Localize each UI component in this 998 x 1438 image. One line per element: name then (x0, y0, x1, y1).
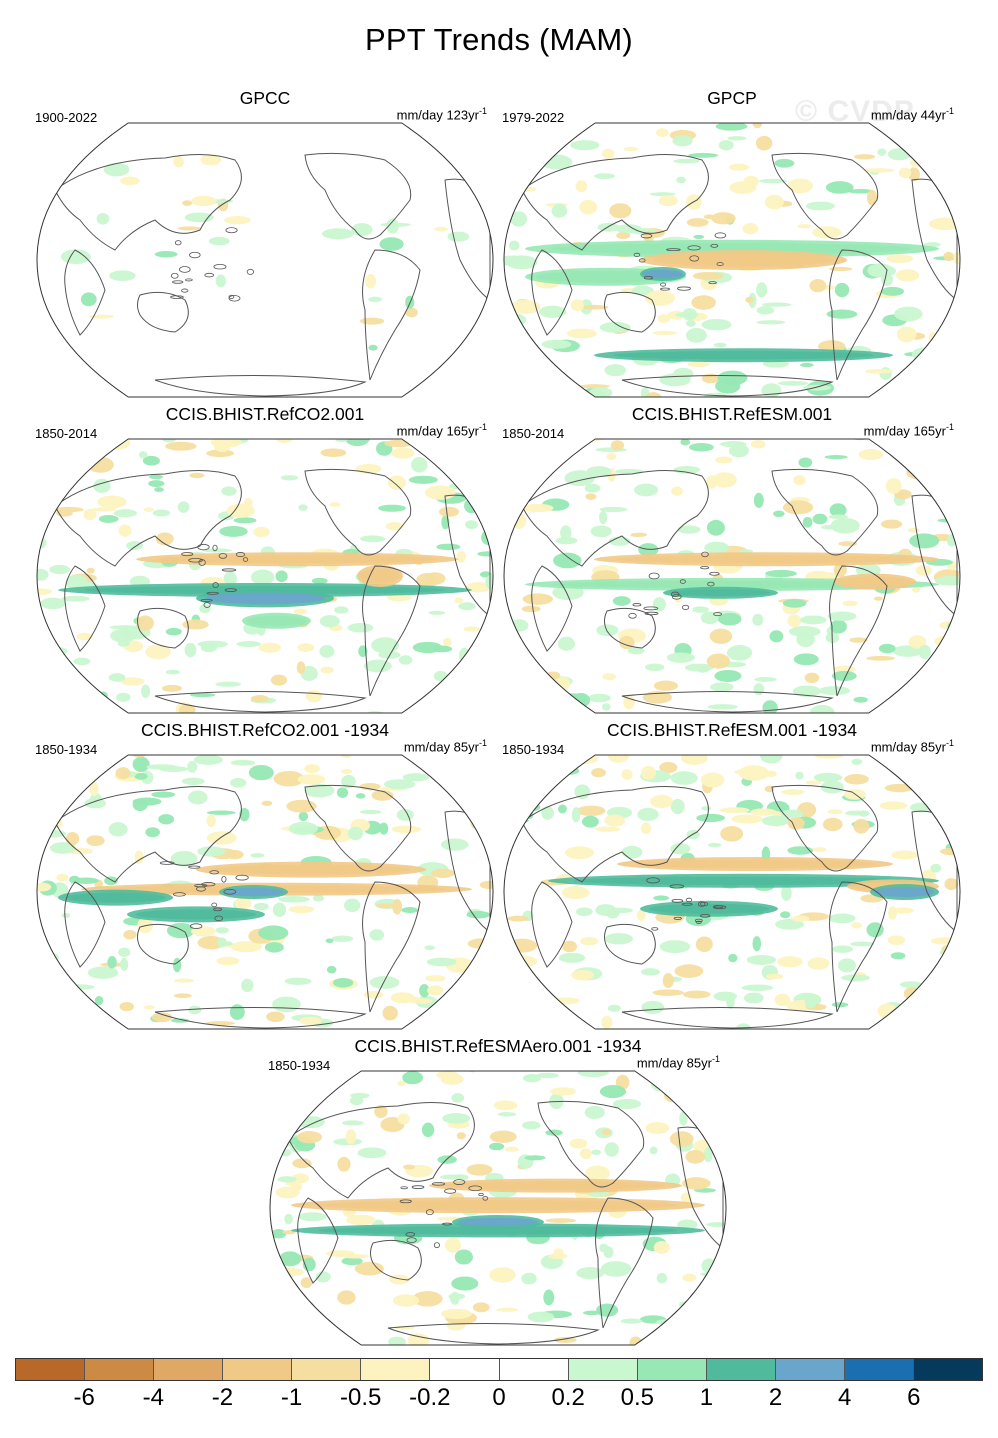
panel-title: CCIS.BHIST.RefESM.001 -1934 (607, 720, 857, 740)
panel-units: mm/day 85yr-1 (403, 738, 487, 755)
panel-period: 1850-2014 (35, 426, 98, 441)
map-panel-refco2-1934: CCIS.BHIST.RefCO2.001 -1934 1850-1934 mm… (35, 720, 495, 1030)
robinson-map (36, 754, 494, 1030)
colorbar-swatch (914, 1359, 983, 1380)
colorbar-swatch (361, 1359, 431, 1380)
colorbar-swatch (85, 1359, 155, 1380)
map-panel-refesm-1934: CCIS.BHIST.RefESM.001 -1934 1850-1934 mm… (502, 720, 962, 1030)
colorbar-tick-label: -6 (73, 1384, 95, 1411)
robinson-map (503, 754, 961, 1030)
colorbar-tick-label: -0.2 (409, 1384, 451, 1411)
colorbar-swatch (430, 1359, 500, 1380)
colorbar-tick-label: -0.5 (340, 1384, 382, 1411)
colorbar-swatch (499, 1359, 569, 1380)
panel-units: mm/day 85yr-1 (636, 1054, 720, 1071)
colorbar (15, 1358, 983, 1381)
robinson-map (503, 122, 961, 398)
colorbar-swatch (223, 1359, 293, 1380)
colorbar-tick-label: 0.5 (620, 1384, 654, 1411)
colorbar-tick-label: 6 (907, 1384, 921, 1411)
colorbar-tick-label: -4 (142, 1384, 164, 1411)
map-panel-refesmaero-1934: CCIS.BHIST.RefESMAero.001 -1934 1850-193… (268, 1036, 728, 1346)
figure-title: PPT Trends (MAM) (365, 22, 633, 57)
panel-title: GPCP (707, 88, 757, 108)
panel-period: 1850-1934 (268, 1058, 331, 1073)
colorbar-tick-label: -1 (280, 1384, 303, 1411)
map-panel-refesm: CCIS.BHIST.RefESM.001 1850-2014 mm/day 1… (502, 404, 962, 714)
colorbar-swatch (292, 1359, 362, 1380)
panel-units: mm/day 123yr-1 (396, 106, 487, 123)
colorbar-tick-label: -2 (211, 1384, 234, 1411)
robinson-map (269, 1070, 727, 1346)
colorbar-swatch (637, 1359, 707, 1380)
robinson-map (36, 122, 494, 398)
colorbar-labels: -6 -4 -2 -1 -0.5 -0.2 0 0.2 0.5 1 2 4 6 (15, 1384, 983, 1414)
map-panel-gpcp: GPCP 1979-2022 mm/day 44yr-1 (502, 88, 962, 398)
robinson-map (503, 438, 961, 714)
colorbar-swatch (154, 1359, 224, 1380)
panel-title: CCIS.BHIST.RefESMAero.001 -1934 (354, 1036, 642, 1056)
panel-title: GPCC (239, 88, 291, 108)
colorbar-tick-label: 4 (838, 1384, 852, 1411)
panel-period: 1850-1934 (502, 742, 565, 757)
panel-units: mm/day 165yr-1 (396, 422, 487, 439)
panel-period: 1850-1934 (35, 742, 98, 757)
panel-period: 1900-2022 (35, 110, 98, 125)
panel-units: mm/day 85yr-1 (870, 738, 954, 755)
panel-title: CCIS.BHIST.RefESM.001 (631, 404, 833, 424)
colorbar-tick-label: 0 (492, 1384, 506, 1411)
panel-period: 1979-2022 (502, 110, 565, 125)
colorbar-swatch (16, 1359, 86, 1380)
colorbar-swatch (844, 1359, 915, 1380)
colorbar-tick-label: 0.2 (551, 1384, 585, 1411)
colorbar-swatch (706, 1359, 776, 1380)
panel-title: CCIS.BHIST.RefCO2.001 (165, 404, 365, 424)
map-panel-refco2: CCIS.BHIST.RefCO2.001 1850-2014 mm/day 1… (35, 404, 495, 714)
colorbar-swatch (775, 1359, 845, 1380)
colorbar-tick-label: 1 (699, 1384, 714, 1411)
panel-period: 1850-2014 (502, 426, 565, 441)
robinson-map (36, 438, 494, 714)
map-panel-gpcc: GPCC 1900-2022 mm/day 123yr-1 (35, 88, 495, 398)
panel-title: CCIS.BHIST.RefCO2.001 -1934 (140, 720, 390, 740)
colorbar-tick-label: 2 (768, 1384, 783, 1411)
panel-units: mm/day 44yr-1 (870, 106, 954, 123)
colorbar-swatch (568, 1359, 638, 1380)
panel-units: mm/day 165yr-1 (863, 422, 954, 439)
